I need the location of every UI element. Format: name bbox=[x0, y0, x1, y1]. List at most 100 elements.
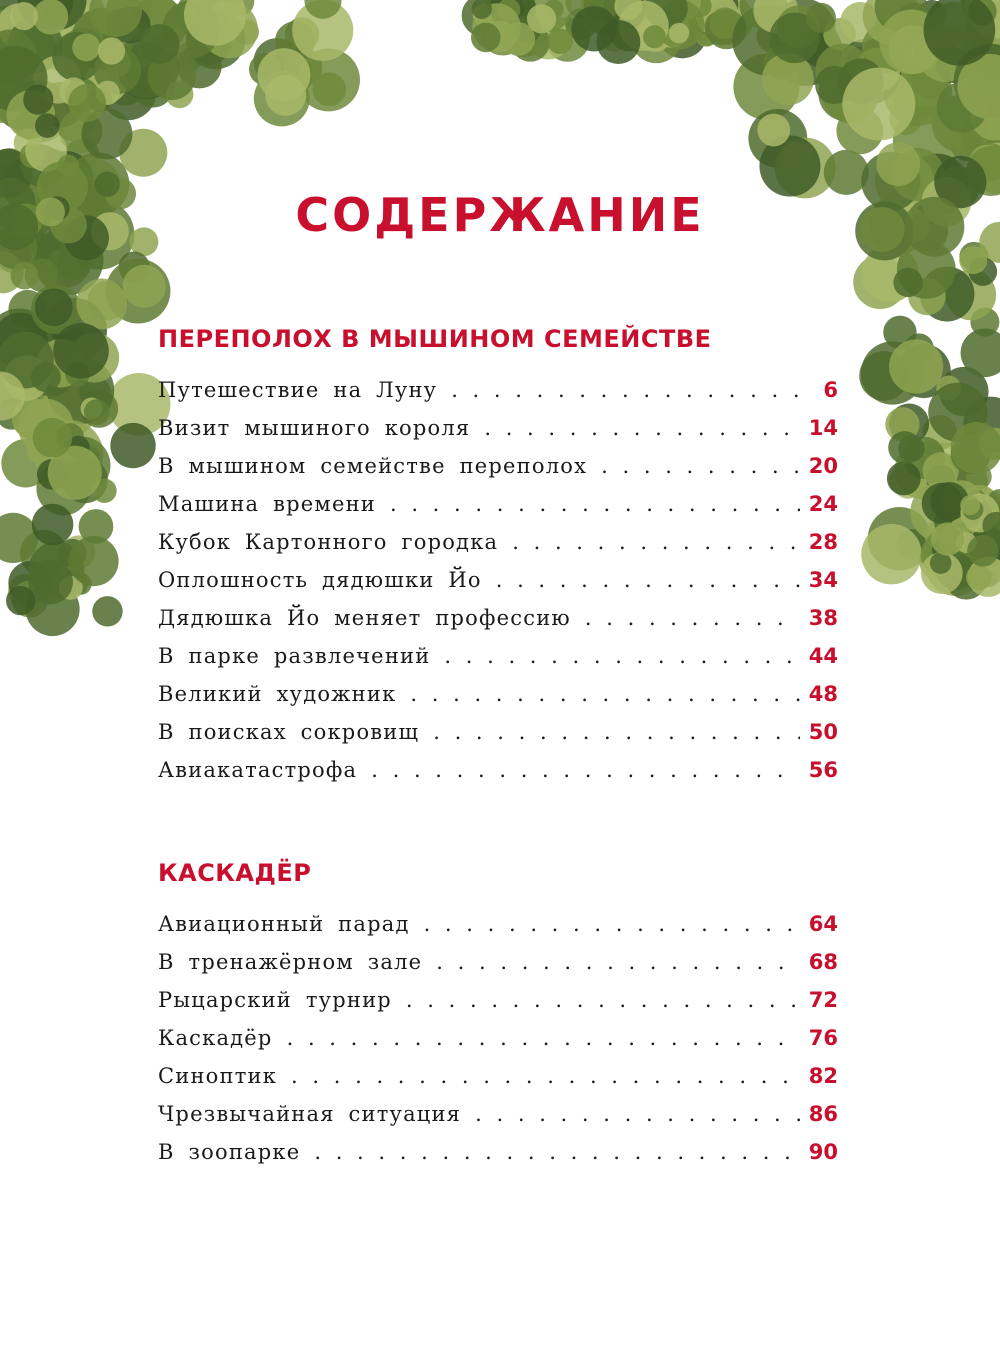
leaf-cluster bbox=[31, 503, 74, 546]
leaf-cluster bbox=[874, 1, 925, 53]
leaf-cluster bbox=[40, 382, 97, 438]
leaf-cluster bbox=[917, 26, 974, 83]
leaf-cluster bbox=[930, 482, 969, 521]
toc-entry[interactable]: Визит мышиного короля 14 bbox=[158, 416, 838, 454]
leaf-cluster bbox=[0, 3, 42, 49]
leaf-cluster bbox=[161, 0, 220, 59]
toc-entry[interactable]: Синоптик 82 bbox=[158, 1064, 838, 1102]
leaf-cluster bbox=[859, 350, 909, 401]
leaf-cluster bbox=[0, 312, 48, 368]
toc-entry[interactable]: Кубок Картонного городка 28 bbox=[158, 530, 838, 568]
leaf-cluster bbox=[588, 0, 613, 13]
leaf-cluster bbox=[37, 82, 84, 128]
toc-entry[interactable]: Авиационный парад 64 bbox=[158, 912, 838, 950]
toc-entry[interactable]: В мышином семействе переполох 20 bbox=[158, 454, 838, 492]
leaf-cluster bbox=[200, 0, 258, 59]
leaf-cluster bbox=[6, 326, 75, 395]
toc-entry[interactable]: В тренажёрном зале 68 bbox=[158, 950, 838, 988]
leaf-cluster bbox=[939, 520, 982, 563]
entry-title: Визит мышиного короля bbox=[158, 416, 471, 440]
toc-entry[interactable]: Дядюшка Йо меняет профессию 38 bbox=[158, 606, 838, 644]
entry-title: В мышином семействе переполох bbox=[158, 454, 588, 478]
leaf-cluster bbox=[105, 258, 171, 324]
leaf-cluster bbox=[616, 0, 669, 37]
leaf-cluster bbox=[135, 0, 180, 38]
page-number: 82 bbox=[808, 1064, 838, 1088]
entry-title: Дядюшка Йо меняет профессию bbox=[158, 606, 571, 630]
leaf-cluster bbox=[283, 47, 323, 87]
leaf-cluster bbox=[23, 84, 54, 115]
leaf-cluster bbox=[981, 538, 1000, 575]
leaf-cluster bbox=[609, 12, 649, 52]
leaf-cluster bbox=[110, 422, 156, 469]
leaf-cluster bbox=[497, 0, 521, 22]
leaf-cluster bbox=[748, 109, 808, 168]
leaf-cluster bbox=[47, 445, 102, 500]
leaf-cluster bbox=[982, 511, 1000, 539]
leaf-cluster bbox=[964, 512, 997, 545]
leaf-cluster bbox=[264, 51, 313, 100]
leaf-cluster bbox=[954, 491, 991, 528]
leaf-cluster bbox=[0, 398, 28, 430]
page-number: 14 bbox=[808, 416, 838, 440]
leaf-cluster bbox=[6, 90, 56, 140]
toc-entry[interactable]: Оплошность дядюшки Йо 34 bbox=[158, 568, 838, 606]
leaf-cluster bbox=[10, 261, 39, 290]
toc-entry[interactable]: В зоопарке 90 bbox=[158, 1140, 838, 1178]
leaf-cluster bbox=[950, 421, 1000, 474]
leaf-cluster bbox=[471, 22, 501, 53]
leaf-cluster bbox=[0, 15, 37, 55]
toc-entry[interactable]: Путешествие на Луну 6 bbox=[158, 378, 838, 416]
leaf-cluster bbox=[931, 518, 974, 562]
leaf-cluster bbox=[970, 307, 1000, 337]
leaf-cluster bbox=[11, 397, 53, 439]
leaf-cluster bbox=[61, 457, 108, 504]
leaf-cluster bbox=[0, 29, 37, 84]
leaf-cluster bbox=[501, 22, 536, 56]
toc-entry[interactable]: Рыцарский турнир 72 bbox=[158, 988, 838, 1026]
leaf-cluster bbox=[888, 148, 925, 184]
entry-title: В поисках сокровищ bbox=[158, 720, 420, 744]
leaf-cluster bbox=[703, 0, 747, 39]
leaf-cluster bbox=[69, 572, 92, 595]
leaf-cluster bbox=[70, 17, 117, 64]
leaf-cluster bbox=[42, 297, 107, 363]
leaf-cluster bbox=[87, 87, 113, 113]
leaf-cluster bbox=[770, 14, 842, 86]
entry-title: В парке развлечений bbox=[158, 644, 431, 668]
leaf-cluster bbox=[659, 0, 711, 37]
leaf-cluster bbox=[494, 0, 525, 24]
toc-entry[interactable]: Чрезвычайная ситуация 86 bbox=[158, 1102, 838, 1140]
leaf-cluster bbox=[933, 490, 953, 511]
toc-entry[interactable]: Каскадёр 76 bbox=[158, 1026, 838, 1064]
dot-leader bbox=[371, 758, 800, 782]
leaf-cluster bbox=[58, 575, 83, 600]
leaf-cluster bbox=[889, 403, 930, 444]
toc-entry[interactable]: Авиакатастрофа 56 bbox=[158, 758, 838, 796]
leaf-cluster bbox=[57, 538, 87, 568]
entry-title: Синоптик bbox=[158, 1064, 278, 1088]
leaf-cluster bbox=[76, 278, 128, 330]
leaf-cluster bbox=[27, 0, 87, 30]
page-number: 6 bbox=[823, 378, 838, 402]
leaf-cluster bbox=[233, 19, 260, 45]
leaf-cluster bbox=[980, 546, 1000, 580]
leaf-cluster bbox=[890, 62, 948, 119]
leaf-cluster bbox=[973, 533, 1000, 572]
leaf-cluster bbox=[978, 44, 1000, 74]
toc-entry[interactable]: В парке развлечений 44 bbox=[158, 644, 838, 682]
leaf-cluster bbox=[71, 7, 134, 70]
leaf-cluster bbox=[9, 2, 41, 34]
leaf-cluster bbox=[898, 435, 925, 462]
leaf-cluster bbox=[924, 519, 957, 551]
leaf-cluster bbox=[776, 5, 820, 49]
leaf-cluster bbox=[32, 0, 69, 35]
toc-entry[interactable]: Великий художник 48 bbox=[158, 682, 838, 720]
leaf-cluster bbox=[653, 11, 690, 48]
leaf-cluster bbox=[888, 431, 922, 465]
page-number: 38 bbox=[808, 606, 838, 630]
entry-title: Рыцарский турнир bbox=[158, 988, 392, 1012]
leaf-cluster bbox=[0, 42, 35, 104]
toc-entry[interactable]: Машина времени 24 bbox=[158, 492, 838, 530]
toc-entry[interactable]: В поисках сокровищ 50 bbox=[158, 720, 838, 758]
